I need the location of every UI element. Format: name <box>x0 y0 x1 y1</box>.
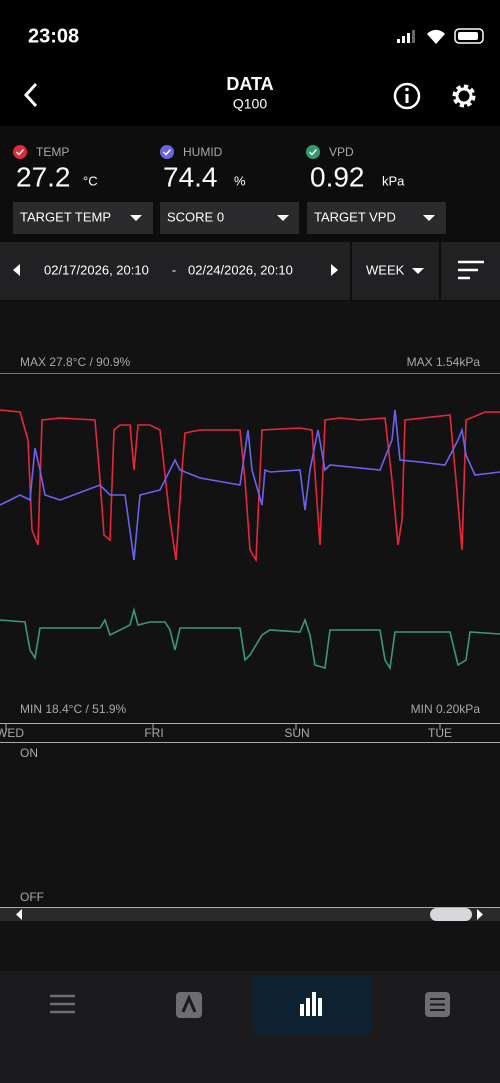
dropdown[interactable]: SCORE 0 <box>160 202 299 234</box>
tab-controls[interactable] <box>50 994 75 1014</box>
on-label: ON <box>20 746 38 760</box>
temp-line <box>0 409 500 563</box>
humid-line <box>0 409 500 561</box>
day-label: SUN <box>284 726 309 740</box>
day-ticks <box>5 724 441 730</box>
date-end: 02/24/2026, 20:10 <box>188 262 293 277</box>
date-start: 02/17/2026, 20:10 <box>44 262 149 277</box>
sensor-humid: HUMID 74.4 % <box>160 145 246 192</box>
header-title: DATA <box>226 74 273 94</box>
next-button[interactable] <box>331 264 338 276</box>
dropdown-label: TARGET VPD <box>314 209 396 224</box>
tab-automation[interactable] <box>176 992 202 1018</box>
sensor-vpd: VPD 0.92 kPa <box>306 145 405 192</box>
status-time: 23:08 <box>28 25 79 47</box>
dropdown-label: TARGET TEMP <box>20 209 111 224</box>
date-separator: - <box>172 262 176 277</box>
dropdown[interactable]: TARGET TEMP <box>13 202 153 234</box>
sensor-unit: % <box>234 173 246 188</box>
day-label: WED <box>0 726 24 740</box>
tab-logs[interactable] <box>425 992 450 1017</box>
sensor-label: HUMID <box>183 145 223 159</box>
day-label: FRI <box>144 726 163 740</box>
sort-button[interactable] <box>458 260 484 280</box>
tab-bar <box>0 971 500 1083</box>
sensor-label: VPD <box>329 145 354 159</box>
scrollbar[interactable] <box>0 908 500 921</box>
info-button[interactable] <box>393 82 421 110</box>
max-right: MAX 1.54kPa <box>407 355 481 369</box>
sensor-unit: kPa <box>382 173 405 188</box>
min-right: MIN 0.20kPa <box>411 702 481 716</box>
header-subtitle: Q100 <box>233 96 267 112</box>
period-label: WEEK <box>366 262 405 277</box>
off-label: OFF <box>20 890 44 904</box>
dropdown-label: SCORE 0 <box>167 209 224 224</box>
prev-button[interactable] <box>13 264 20 276</box>
sensor-value: 74.4 <box>163 161 218 192</box>
tab-data[interactable] <box>300 992 322 1016</box>
back-button[interactable] <box>23 82 38 108</box>
graph-area <box>0 301 500 971</box>
scroll-thumb[interactable] <box>430 908 472 921</box>
status-icons <box>397 28 484 44</box>
sensor-label: TEMP <box>36 145 69 159</box>
period-select[interactable]: WEEK <box>366 262 424 277</box>
min-left: MIN 18.4°C / 51.9% <box>20 702 127 716</box>
dropdown[interactable]: TARGET VPD <box>307 202 446 234</box>
sensor-value: 0.92 <box>310 161 365 192</box>
sensor-temp: TEMP 27.2 °C <box>13 145 98 192</box>
day-label: TUE <box>428 726 452 740</box>
settings-button[interactable] <box>452 84 476 108</box>
max-left: MAX 27.8°C / 90.9% <box>20 355 131 369</box>
vpd-line <box>0 606 500 671</box>
sensor-value: 27.2 <box>16 161 71 192</box>
sensor-unit: °C <box>83 173 98 188</box>
